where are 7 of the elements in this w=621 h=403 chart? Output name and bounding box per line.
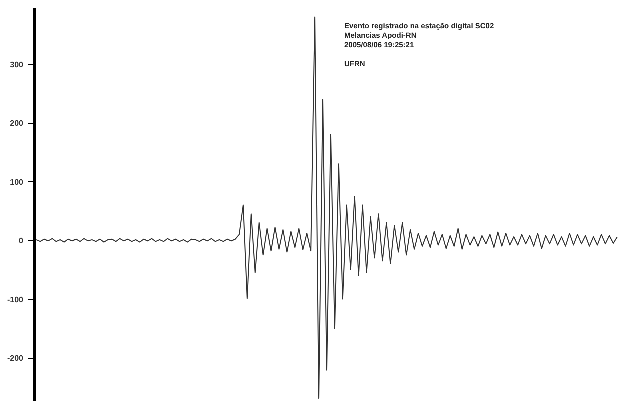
y-tick-label: -200 [7, 354, 24, 364]
line-series [36, 16, 618, 400]
y-tick-label: 100 [10, 178, 24, 187]
y-tick-label: 300 [10, 60, 24, 70]
y-tick-label: -100 [7, 295, 24, 304]
y-tick-label: 200 [10, 119, 24, 128]
y-tick-label: 0 [19, 236, 24, 246]
